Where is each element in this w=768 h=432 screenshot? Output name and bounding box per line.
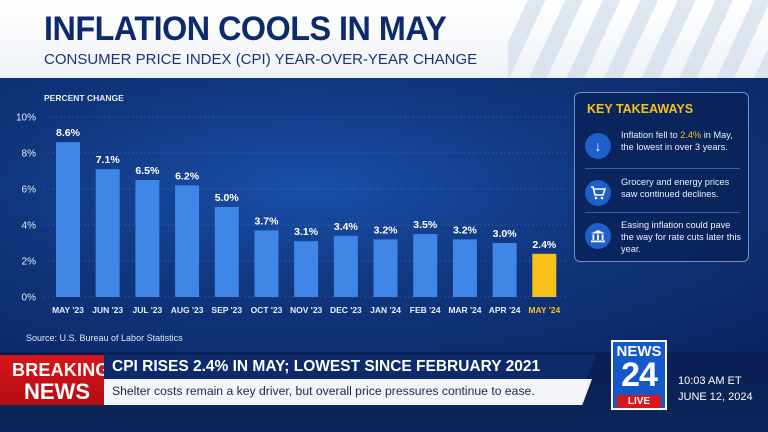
header-decoration — [508, 0, 768, 78]
divider — [585, 212, 740, 213]
x-tick-label: JUL '23 — [133, 305, 163, 315]
x-tick-label: MAR '24 — [448, 305, 481, 315]
bar-jun-23 — [95, 169, 120, 297]
bar-value-label: 3.2% — [453, 224, 478, 236]
x-tick-label: AUG '23 — [171, 305, 204, 315]
bar-apr-24 — [492, 243, 517, 297]
header: INFLATION COOLS IN MAY CONSUMER PRICE IN… — [0, 0, 768, 78]
x-tick-label: JAN '24 — [370, 305, 401, 315]
y-axis-label: PERCENT CHANGE — [44, 93, 124, 103]
bar-value-label: 5.0% — [215, 192, 240, 204]
bar-feb-24 — [413, 234, 438, 297]
takeaway-item: ↓ Inflation fell to 2.4% in May, the low… — [585, 129, 743, 169]
x-tick-label: MAY '24 — [528, 305, 560, 315]
y-tick-label: 6% — [22, 185, 37, 196]
source-note: Source: U.S. Bureau of Labor Statistics — [26, 333, 183, 343]
page-subtitle: CONSUMER PRICE INDEX (CPI) YEAR-OVER-YEA… — [44, 51, 478, 68]
cpi-bar-chart: PERCENT CHANGE 0% 2% 4% 6% 8% 10% 8.6% MAY '23… — [16, 93, 568, 315]
takeaway-text: Inflation fell to 2.4% in May, the lowes… — [621, 130, 733, 152]
page-title: INFLATION COOLS IN MAY — [44, 10, 447, 48]
bar-value-label: 2.4% — [532, 239, 557, 251]
y-tick-label: 4% — [22, 221, 37, 232]
bar-value-label: 3.5% — [413, 219, 438, 231]
subline-bar — [104, 379, 592, 405]
key-takeaways-panel: KEY TAKEAWAYS ↓ Inflation fell to 2.4% i… — [574, 92, 749, 262]
x-tick-label: JUN '23 — [92, 305, 123, 315]
x-tick-label: DEC '23 — [330, 305, 362, 315]
takeaway-item: Easing inflation could pave the way for … — [585, 219, 743, 259]
ticker-headline: CPI RISES 2.4% IN MAY; LOWEST SINCE FEBR… — [112, 358, 541, 375]
y-tick-label: 2% — [22, 257, 37, 268]
bar-value-label: 3.0% — [493, 228, 518, 240]
news-label: NEWS — [24, 379, 90, 404]
news24-logo: NEWS 24 LIVE — [611, 340, 667, 410]
ticker-subline: Shelter costs remain a key driver, but o… — [112, 384, 535, 398]
bar-value-label: 6.5% — [135, 165, 160, 177]
bar-mar-24 — [452, 239, 477, 297]
divider — [585, 168, 740, 169]
bar-dec-23 — [333, 235, 358, 297]
bank-icon — [585, 223, 611, 249]
live-badge: LIVE — [617, 395, 661, 408]
arrow-down-icon: ↓ — [585, 133, 611, 159]
bar-jan-24 — [373, 239, 398, 297]
bar-aug-23 — [175, 185, 200, 297]
bar-value-label: 6.2% — [175, 170, 200, 182]
x-tick-label: FEB '24 — [410, 305, 441, 315]
breaking-news-badge: BREAKING NEWS — [0, 355, 110, 405]
y-tick-label: 8% — [22, 149, 37, 160]
bar-value-label: 3.7% — [254, 215, 279, 227]
bar-sep-23 — [214, 207, 239, 297]
takeaway-text: Easing inflation could pave the way for … — [621, 220, 741, 254]
takeaways-title: KEY TAKEAWAYS — [587, 102, 694, 116]
bar-value-label: 8.6% — [56, 127, 81, 139]
x-tick-label: MAY '23 — [52, 305, 84, 315]
bar-value-label: 3.1% — [294, 226, 319, 238]
bar-nov-23 — [294, 241, 319, 297]
headline-bar — [104, 355, 596, 379]
x-tick-label: OCT '23 — [251, 305, 283, 315]
bar-value-label: 3.4% — [334, 221, 359, 233]
bar-value-label: 7.1% — [96, 154, 121, 166]
y-tick-label: 10% — [16, 113, 36, 124]
x-tick-label: SEP '23 — [211, 305, 242, 315]
x-tick-label: APR '24 — [489, 305, 521, 315]
broadcast-date: JUNE 12, 2024 — [678, 391, 753, 403]
bar-oct-23 — [254, 230, 279, 297]
x-tick-label: NOV '23 — [290, 305, 323, 315]
y-tick-label: 0% — [22, 293, 37, 304]
bar-may-23 — [56, 142, 80, 297]
breaking-label: BREAKING — [12, 360, 110, 380]
bar-value-label: 3.2% — [374, 224, 399, 236]
shopping-cart-icon — [585, 180, 611, 206]
bar-jul-23 — [135, 180, 160, 297]
takeaway-text: Grocery and energy prices saw continued … — [621, 177, 730, 199]
bar-may-24 — [532, 253, 557, 297]
takeaway-item: Grocery and energy prices saw continued … — [585, 176, 743, 216]
broadcast-time: 10:03 AM ET — [678, 375, 742, 387]
